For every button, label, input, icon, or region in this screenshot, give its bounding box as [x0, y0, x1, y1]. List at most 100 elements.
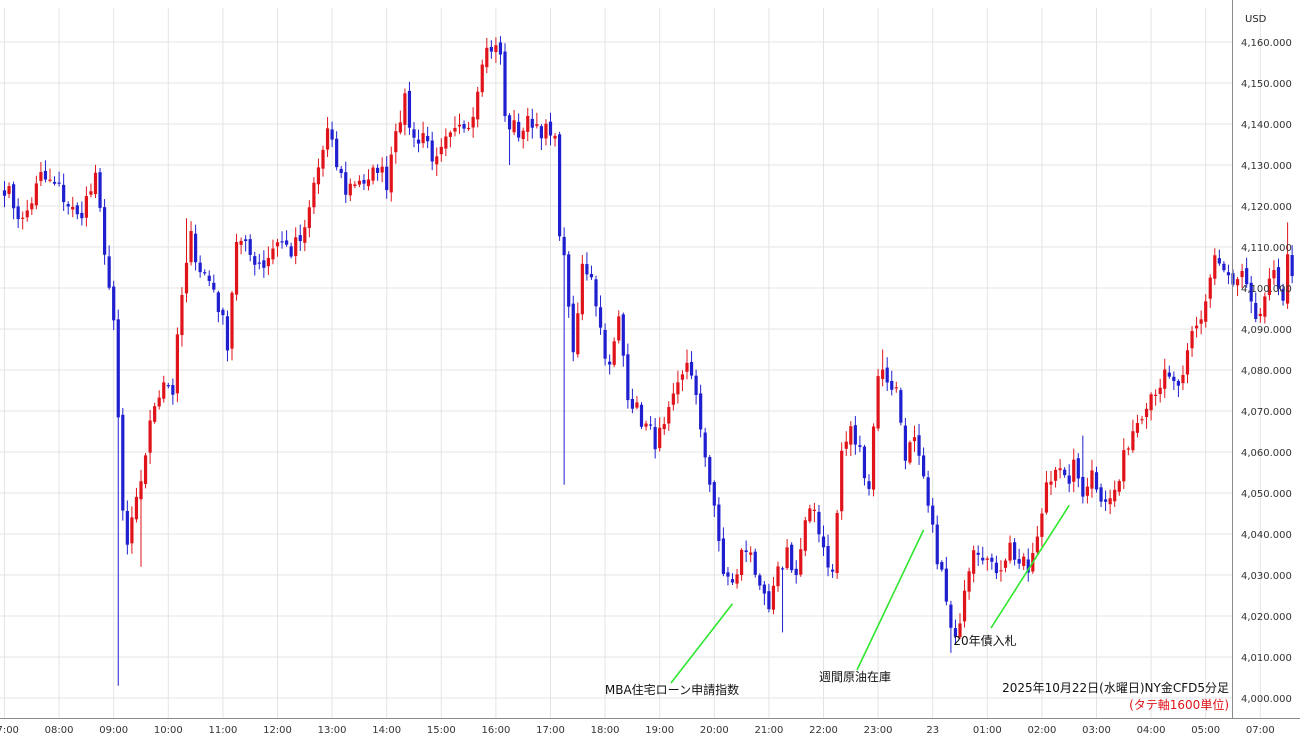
candle-down [107, 245, 111, 290]
candle-down [194, 224, 198, 271]
candle-up [835, 509, 839, 579]
candle-body [16, 206, 20, 220]
candle-body [125, 511, 129, 545]
candle-body [225, 316, 230, 351]
candle-up [876, 369, 880, 432]
candle-up [134, 487, 139, 523]
candle-body [799, 549, 803, 575]
candle-body [112, 286, 116, 321]
candle-up [1135, 414, 1140, 438]
candle-body [890, 380, 894, 390]
annotation-pointer [670, 603, 734, 684]
x-tick-label: 11:00 [208, 725, 237, 736]
candle-up [1144, 402, 1149, 429]
candle-body [994, 562, 998, 574]
candle-body [771, 585, 776, 610]
candle-body [553, 135, 557, 139]
candle-body [216, 292, 220, 313]
candle-up [48, 168, 52, 183]
candle-body [730, 579, 735, 583]
y-tick-label: 4,010.000 [1241, 653, 1292, 664]
candle-body [699, 393, 703, 430]
candle-down [503, 43, 507, 122]
candle-down [917, 423, 921, 465]
candle-body [881, 369, 885, 380]
candle-up [635, 395, 639, 410]
candle-body [398, 122, 402, 133]
candle-body [1049, 481, 1053, 485]
candle-up [421, 121, 425, 148]
y-tick-label: 4,030.000 [1241, 571, 1292, 582]
candle-down [726, 567, 730, 586]
candle-up [908, 440, 912, 465]
candle-down [935, 515, 939, 570]
candle-up [467, 121, 471, 132]
candle-body [1104, 499, 1108, 502]
candle-body [230, 292, 234, 349]
candle-down [244, 235, 248, 252]
candle-body [1217, 258, 1221, 264]
candle-body [416, 139, 421, 144]
candle-body [671, 393, 675, 405]
candle-down [530, 108, 534, 139]
candle-body [630, 398, 634, 409]
candle-up [580, 255, 584, 321]
candle-body [285, 240, 289, 245]
candle-body [298, 235, 302, 242]
candle-body [439, 146, 443, 155]
candle-up [239, 237, 243, 255]
candle-body [726, 572, 730, 577]
candle-up [1090, 459, 1094, 498]
candle-body [903, 425, 907, 461]
candle-down [43, 160, 48, 183]
candle-body [717, 504, 721, 541]
candle-up [1031, 542, 1035, 574]
candle-body [1135, 423, 1140, 433]
candle-body [266, 257, 270, 267]
candle-body [294, 237, 298, 257]
candle-down [558, 131, 562, 241]
candle-down [903, 418, 907, 470]
candle-up [803, 516, 807, 557]
candle-body [1094, 472, 1099, 490]
candle-down [598, 295, 603, 335]
candle-up [1208, 274, 1212, 308]
candle-down [744, 540, 748, 563]
candle-body [435, 156, 439, 165]
candle-body [826, 546, 830, 568]
candle-layer [2, 36, 1294, 686]
candle-body [325, 128, 330, 150]
candle-down [990, 553, 994, 570]
candle-up [1235, 276, 1240, 297]
candle-body [1149, 394, 1153, 411]
candle-up [544, 119, 548, 146]
candle-down [489, 40, 493, 59]
grid-layer [0, 8, 1261, 718]
candle-body [840, 450, 844, 512]
annotation-layer: MBA住宅ローン申請指数 週間原油在庫 20年債入札 [605, 504, 1070, 697]
candle-body [1195, 325, 1199, 329]
candle-body [1158, 387, 1162, 394]
candle-down [344, 161, 348, 203]
candle-body [353, 184, 357, 187]
candle-up [184, 218, 189, 303]
candle-up [958, 613, 962, 640]
candle-body [339, 168, 343, 174]
candle-up [576, 302, 580, 358]
candle-body [89, 191, 93, 195]
candle-up [180, 287, 184, 347]
candle-body [244, 239, 248, 242]
candle-body [740, 549, 744, 575]
candle-body [1131, 431, 1135, 451]
candle-body [143, 455, 148, 484]
candle-up [312, 177, 316, 214]
candle-body [80, 212, 84, 219]
candle-up [1003, 558, 1008, 573]
candle-up [380, 157, 384, 183]
candle-down [66, 201, 70, 215]
candle-down [330, 121, 334, 148]
candle-up [389, 146, 393, 202]
candle-body [194, 233, 198, 263]
candle-up [894, 381, 898, 393]
